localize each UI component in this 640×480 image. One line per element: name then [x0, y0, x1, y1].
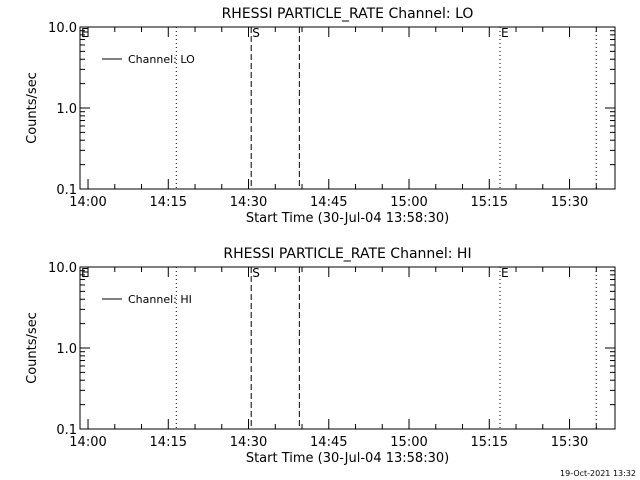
- x-tick-label: 15:15: [471, 195, 508, 210]
- legend-label: Channel: HI: [128, 293, 192, 306]
- y-tick-label: 0.1: [56, 423, 77, 438]
- y-tick-label: 0.1: [56, 183, 77, 198]
- x-tick-label: 14:00: [69, 195, 106, 210]
- marker-label: E: [501, 26, 509, 40]
- x-tick-label: 14:30: [230, 195, 267, 210]
- x-tick-label: 15:30: [551, 435, 588, 450]
- x-tick-label: 14:15: [150, 435, 187, 450]
- marker-label: S: [252, 26, 260, 40]
- marker-label: S: [252, 266, 260, 280]
- y-axis-label: Counts/sec: [25, 312, 40, 384]
- marker-label: E: [501, 266, 509, 280]
- chart-title: RHESSI PARTICLE_RATE Channel: HI: [223, 246, 471, 262]
- y-tick-label: 1.0: [56, 342, 77, 357]
- chart-title: RHESSI PARTICLE_RATE Channel: LO: [222, 6, 474, 22]
- y-tick-label: 1.0: [56, 102, 77, 117]
- chart-panel-2: RHESSI PARTICLE_RATE Channel: HI 0.1 1.0 10…: [25, 246, 616, 466]
- x-tick-label: 14:00: [69, 435, 106, 450]
- y-axis-label: Counts/sec: [25, 72, 40, 144]
- x-tick-label: 15:00: [390, 195, 427, 210]
- marker-label: E: [81, 266, 89, 280]
- x-tick-label: 14:45: [310, 435, 347, 450]
- chart-panel-1: RHESSI PARTICLE_RATE Channel: LO 0.1 1.0 10…: [25, 6, 616, 226]
- x-tick-label: 14:45: [310, 195, 347, 210]
- y-tick-label: 10.0: [48, 21, 77, 36]
- x-axis-label: Start Time (30-Jul-04 13:58:30): [246, 211, 449, 226]
- y-tick-label: 10.0: [48, 261, 77, 276]
- x-tick-label: 15:30: [551, 195, 588, 210]
- legend-label: Channel: LO: [128, 53, 195, 66]
- x-tick-label: 14:30: [230, 435, 267, 450]
- x-tick-label: 15:15: [471, 435, 508, 450]
- x-tick-label: 15:00: [390, 435, 427, 450]
- marker-label: E: [81, 26, 89, 40]
- x-axis-label: Start Time (30-Jul-04 13:58:30): [246, 451, 449, 466]
- x-tick-label: 14:15: [150, 195, 187, 210]
